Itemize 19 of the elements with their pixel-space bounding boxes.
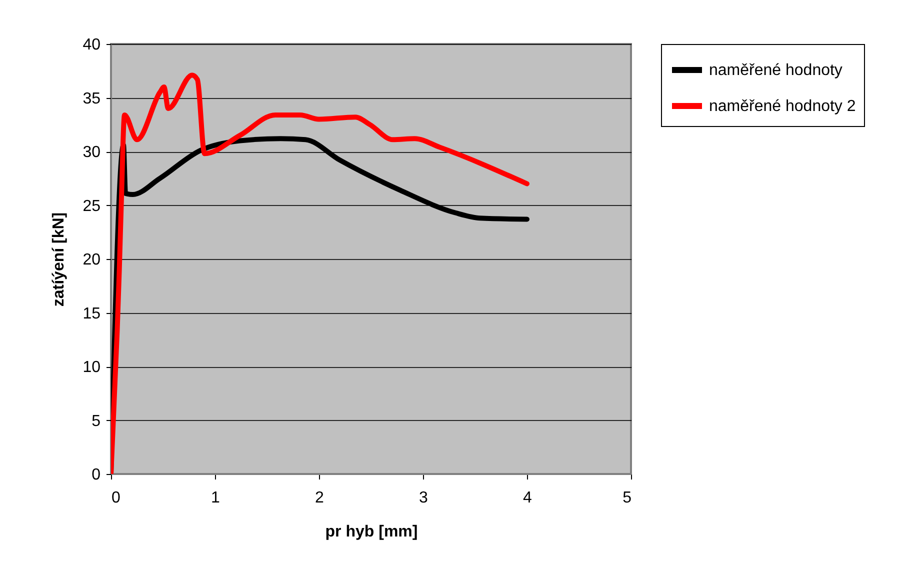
y-tick-label: 30	[82, 144, 101, 161]
legend-label: naměřené hodnoty	[709, 62, 842, 79]
legend-label: naměřené hodnoty 2	[709, 98, 856, 115]
y-tick-label: 10	[82, 359, 101, 376]
x-tick-label: 1	[211, 490, 220, 506]
y-tick-label: 40	[82, 36, 101, 54]
x-axis-title: pr hyb [mm]	[325, 524, 418, 540]
y-tick-label: 0	[92, 466, 101, 484]
y-tick-label: 25	[82, 198, 101, 215]
x-tick-label: 2	[315, 490, 324, 506]
y-tick-label: 5	[92, 412, 101, 430]
x-tick-label: 0	[112, 490, 120, 506]
y-tick-label: 15	[82, 305, 101, 322]
y-tick-label: 35	[82, 90, 101, 108]
x-tick-label: 5	[622, 490, 632, 506]
x-tick-label: 4	[523, 490, 532, 506]
y-tick-label: 20	[82, 252, 101, 268]
x-tick-label: 3	[419, 490, 428, 506]
y-axis-title: zatíýení [kN]	[50, 212, 68, 307]
